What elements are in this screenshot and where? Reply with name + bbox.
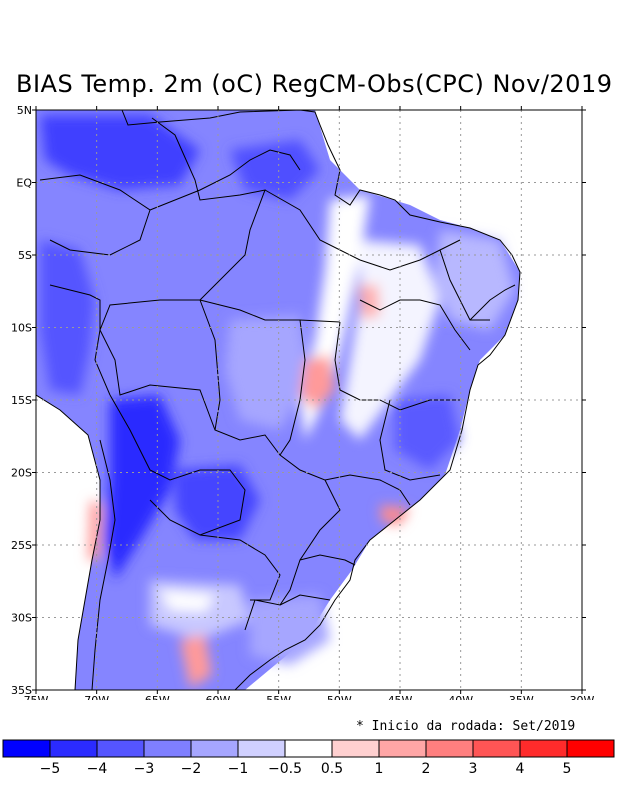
state-border-13 bbox=[469, 284, 516, 321]
brazil-west-border bbox=[99, 117, 341, 631]
colorbar-label: 3 bbox=[469, 761, 478, 777]
venezuela-border bbox=[149, 149, 301, 211]
shade-light-central bbox=[225, 315, 310, 430]
colorbar-box bbox=[143, 739, 192, 758]
shade-dark-chaco bbox=[175, 465, 260, 540]
colorbar-label: −2 bbox=[181, 761, 202, 777]
colorbar-label: 4 bbox=[516, 761, 525, 777]
state-border-6 bbox=[359, 239, 461, 271]
lat-tick-label: 25S bbox=[11, 539, 32, 552]
colorbar-label: −3 bbox=[134, 761, 155, 777]
andes-coast bbox=[36, 394, 101, 690]
colorbar-box bbox=[331, 739, 380, 758]
boundaries bbox=[36, 110, 521, 690]
lon-tick-label: 70W bbox=[84, 694, 109, 700]
colorbar-label: −1 bbox=[228, 761, 249, 777]
lon-tick-label: 65W bbox=[145, 694, 170, 700]
state-border-14 bbox=[419, 299, 471, 351]
colorbar-box bbox=[284, 739, 333, 758]
lon-tick-label: 50W bbox=[327, 694, 352, 700]
lon-tick-label: 30W bbox=[570, 694, 595, 700]
lon-tick-label: 55W bbox=[266, 694, 291, 700]
grid-lines bbox=[36, 110, 582, 690]
andes-border bbox=[91, 439, 116, 690]
lat-tick-label: 30S bbox=[11, 612, 32, 625]
lat-tick-label: 35S bbox=[11, 684, 32, 697]
run-start-note: * Inicio da rodada: Set/2019 bbox=[356, 719, 576, 734]
lon-tick-label: 45W bbox=[388, 694, 413, 700]
state-border-15 bbox=[359, 299, 420, 311]
colorbar-label: −0.5 bbox=[268, 761, 302, 777]
colorbar-boxes bbox=[2, 739, 615, 758]
shade-red-small bbox=[358, 285, 380, 320]
colorbar-box bbox=[237, 739, 286, 758]
colorbar-label: −5 bbox=[40, 761, 61, 777]
map-title: BIAS Temp. 2m (oC) RegCM-Obs(CPC) Nov/20… bbox=[16, 70, 613, 98]
colorbar-label: −4 bbox=[87, 761, 108, 777]
lon-tick-label: 75W bbox=[24, 694, 49, 700]
colorbar-labels: −5 −4 −3 −2 −1 −0.5 0.5 1 2 3 4 5 bbox=[40, 761, 572, 777]
lat-tick-label: 20S bbox=[11, 467, 32, 480]
shade-red-south bbox=[180, 635, 212, 688]
colorbar-box bbox=[472, 739, 521, 758]
lon-tick-label: 60W bbox=[206, 694, 231, 700]
lat-tick-label: 5N bbox=[17, 104, 32, 117]
shade-red-sp bbox=[380, 505, 410, 525]
colorbar-box bbox=[519, 739, 568, 758]
shade-dark-ne bbox=[230, 140, 320, 200]
lat-tick-label: 10S bbox=[11, 322, 32, 335]
shade-white-south bbox=[160, 590, 215, 612]
colorbar-box bbox=[2, 739, 51, 758]
lon-tick-label: 35W bbox=[509, 694, 534, 700]
colorbar-label: 5 bbox=[563, 761, 572, 777]
state-border-9 bbox=[379, 399, 441, 481]
state-border-12 bbox=[279, 594, 331, 606]
shade-light-uruguay bbox=[250, 595, 330, 665]
state-border-1 bbox=[264, 189, 361, 261]
peru-border bbox=[49, 284, 111, 396]
shade-darkest-andes bbox=[105, 395, 180, 580]
lat-tick-label: EQ bbox=[16, 177, 32, 190]
lat-labels: 5N EQ 5S 10S 15S 20S 25S 30S 35S bbox=[11, 104, 32, 697]
state-border-10 bbox=[324, 474, 411, 506]
colorbar-box bbox=[96, 739, 145, 758]
shade-dark-se bbox=[395, 395, 460, 470]
coastline bbox=[121, 110, 521, 690]
state-border-2 bbox=[199, 299, 341, 323]
shade-red-cerrado bbox=[300, 355, 335, 410]
colorbar-box bbox=[378, 739, 427, 758]
colorbar-box bbox=[566, 739, 615, 758]
colombia-border bbox=[39, 174, 151, 256]
lat-tick-label: 15S bbox=[11, 394, 32, 407]
shade-dark-west bbox=[40, 240, 95, 395]
shade-dark-north bbox=[40, 115, 200, 190]
bolivia-border bbox=[109, 394, 246, 536]
lon-labels: 75W 70W 65W 60W 55W 50W 45W 40W 35W 30W bbox=[24, 694, 595, 700]
state-border-7 bbox=[439, 249, 490, 321]
colorbar-box bbox=[425, 739, 474, 758]
map-plot: 5N EQ 5S 10S 15S 20S 25S 30S 35S 75W 70W 65W 60W 55W… bbox=[11, 104, 595, 700]
colorbar-box bbox=[190, 739, 239, 758]
colorbar-label: 1 bbox=[375, 761, 384, 777]
lon-tick-label: 40W bbox=[448, 694, 473, 700]
lat-tick-label: 5S bbox=[18, 249, 32, 262]
axis-ticks bbox=[32, 106, 586, 694]
paraguay-border bbox=[199, 534, 281, 601]
colorbar-label: 2 bbox=[422, 761, 431, 777]
state-border-11 bbox=[299, 554, 356, 566]
shade-light-ne bbox=[435, 230, 515, 330]
colorbar-box bbox=[49, 739, 98, 758]
colorbar-label: 0.5 bbox=[321, 761, 343, 777]
